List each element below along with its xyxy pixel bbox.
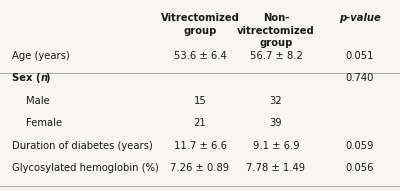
Text: 32: 32: [270, 96, 282, 106]
Text: Male: Male: [26, 96, 50, 106]
Text: 7.78 ± 1.49: 7.78 ± 1.49: [246, 163, 306, 173]
Text: Female: Female: [26, 118, 62, 128]
Text: p-value: p-value: [339, 13, 381, 23]
Text: Sex (: Sex (: [12, 73, 40, 83]
Text: 56.7 ± 8.2: 56.7 ± 8.2: [250, 51, 302, 61]
Text: 15: 15: [194, 96, 206, 106]
Text: n: n: [41, 73, 48, 83]
Text: 9.1 ± 6.9: 9.1 ± 6.9: [253, 141, 299, 151]
Text: Vitrectomized
group: Vitrectomized group: [160, 13, 240, 36]
Text: 0.056: 0.056: [346, 163, 374, 173]
Text: 11.7 ± 6.6: 11.7 ± 6.6: [174, 141, 226, 151]
Text: 39: 39: [270, 118, 282, 128]
Text: ): ): [45, 73, 49, 83]
Text: 0.059: 0.059: [346, 141, 374, 151]
Text: Glycosylated hemoglobin (%): Glycosylated hemoglobin (%): [12, 163, 159, 173]
Text: Non-
vitrectomized
group: Non- vitrectomized group: [237, 13, 315, 48]
Text: 0.051: 0.051: [346, 51, 374, 61]
Text: 0.740: 0.740: [346, 73, 374, 83]
Text: Duration of diabetes (years): Duration of diabetes (years): [12, 141, 153, 151]
Text: Age (years): Age (years): [12, 51, 70, 61]
Text: 7.26 ± 0.89: 7.26 ± 0.89: [170, 163, 230, 173]
Text: 53.6 ± 6.4: 53.6 ± 6.4: [174, 51, 226, 61]
Text: 21: 21: [194, 118, 206, 128]
